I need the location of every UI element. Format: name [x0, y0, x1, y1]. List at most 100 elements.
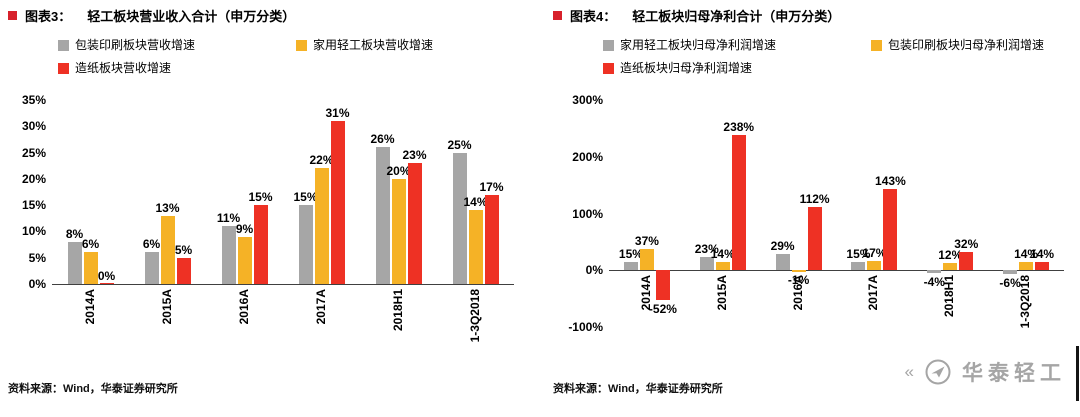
- y-axis-tick-label: 0%: [28, 277, 46, 291]
- y-axis-tick-label: 200%: [572, 149, 603, 164]
- bar-value-label: 31%: [325, 106, 350, 121]
- bar: [298, 205, 313, 284]
- bar: [731, 135, 746, 271]
- bar-value-label: -1%: [787, 272, 810, 287]
- bar-value-label: 6%: [142, 237, 161, 252]
- legend-item: 家用轻工板块营收增速: [296, 38, 433, 52]
- bar: [699, 257, 714, 271]
- bar-value-label: 15%: [248, 190, 273, 205]
- bar: [330, 121, 345, 284]
- x-category-label: 2015A: [714, 275, 729, 311]
- bar: [484, 194, 499, 284]
- bar: [639, 249, 654, 271]
- title-bullet-icon: [553, 11, 562, 20]
- bar: [715, 262, 730, 271]
- bar-value-label: 8%: [65, 226, 84, 241]
- bar-value-label: 20%: [386, 163, 411, 178]
- bar-value-label: 9%: [235, 221, 254, 236]
- bar-value-label: 6%: [81, 237, 100, 252]
- legend-item: 造纸板块归母净利润增速: [603, 61, 871, 75]
- bar-value-label: 14%: [710, 247, 735, 262]
- bar: [253, 205, 268, 284]
- bar-value-label: 37%: [634, 234, 659, 249]
- bar: [1019, 262, 1034, 271]
- panel-title: 图表4： 轻工板块归母净利合计（申万分类）: [553, 6, 840, 25]
- brand-watermark: « 华泰轻工: [905, 357, 1066, 387]
- bar: [407, 163, 422, 284]
- bar-value-label: 25%: [447, 137, 472, 152]
- bar: [468, 210, 483, 284]
- legend-series-label: 家用轻工板块营收增速: [313, 38, 434, 52]
- figure-title: 轻工板块归母净利合计（申万分类）: [632, 9, 841, 24]
- bar: [160, 215, 175, 284]
- bar: [867, 260, 882, 271]
- bar-value-label: 143%: [875, 174, 906, 189]
- bar: [807, 206, 822, 271]
- x-axis-line: [52, 284, 514, 285]
- bar-chart-net-profit: -100% 0% 100% 200% 300% 2014A 15% 37% -52% 2015A 2…: [568, 93, 1064, 334]
- x-category-label: 2017A: [313, 289, 328, 325]
- bar: [144, 252, 159, 284]
- bar-value-label: 5%: [174, 242, 193, 257]
- legend-swatch-icon: [603, 39, 614, 51]
- legend-series-label: 包装印刷板块归母净利润增速: [888, 38, 1045, 52]
- bar: [927, 270, 942, 273]
- bar: [655, 270, 670, 300]
- y-axis-tick-label: 10%: [21, 224, 46, 239]
- bar-chart-revenue: 0% 5% 10% 15% 20% 25% 30% 35% 2014A 8% 6% 0% 2015A 6%…: [22, 93, 514, 342]
- bar-value-label: 14%: [463, 195, 488, 210]
- y-axis-tick-label: 300%: [572, 93, 603, 107]
- bar-value-label: -6%: [999, 275, 1021, 290]
- y-axis-tick-label: 25%: [21, 145, 46, 160]
- y-axis-tick-label: 30%: [21, 119, 46, 134]
- bar: [791, 270, 806, 272]
- watermark-chevrons-decor: «: [904, 362, 914, 381]
- panel-title: 图表3： 轻工板块营业收入合计（申万分类）: [8, 6, 295, 25]
- bar: [67, 241, 82, 284]
- bar-value-label: 23%: [402, 148, 427, 163]
- bar: [221, 226, 236, 284]
- watermark-text: 华泰轻工: [962, 362, 1066, 385]
- legend-swatch-icon: [58, 62, 69, 74]
- legend-swatch-icon: [296, 39, 307, 51]
- bar-value-label: 26%: [370, 132, 395, 147]
- bar: [314, 168, 329, 284]
- y-axis-tick-label: 5%: [28, 250, 46, 265]
- bar: [99, 282, 114, 284]
- y-axis-tick-label: 100%: [572, 206, 603, 221]
- bar-value-label: 22%: [309, 153, 334, 168]
- bar-value-label: 14%: [1030, 247, 1055, 262]
- bar-value-label: 0%: [97, 269, 116, 283]
- legend-swatch-icon: [603, 62, 614, 74]
- figure-label: 图表3：: [25, 9, 72, 24]
- legend-item: 包装印刷板块归母净利润增速: [871, 38, 1044, 52]
- bar-value-label: 17%: [862, 245, 887, 260]
- legend-swatch-icon: [871, 39, 882, 51]
- bar: [375, 147, 390, 284]
- bar: [851, 261, 866, 271]
- chart-panel-revenue: 图表3： 轻工板块营业收入合计（申万分类） 包装印刷板块营收增速 家用轻工板块营收…: [0, 0, 538, 417]
- bar-value-label: 13%: [155, 200, 180, 215]
- bar-value-label: 14%: [1014, 247, 1039, 262]
- bar: [237, 236, 252, 284]
- x-category-label: 2018H1: [390, 289, 405, 332]
- bar: [452, 152, 467, 284]
- x-category-label: 2016A: [236, 289, 251, 325]
- bar-value-label: 11%: [216, 211, 241, 226]
- figure-title: 轻工板块营业收入合计（申万分类）: [87, 9, 296, 24]
- y-axis-tick-label: -100%: [568, 320, 603, 334]
- bar-value-label: 15%: [618, 246, 643, 261]
- bar: [1035, 262, 1050, 271]
- page-edge-mark: [1076, 346, 1079, 401]
- chart-panel-net-profit: 图表4： 轻工板块归母净利合计（申万分类） 家用轻工板块归母净利润增速 包装印刷板…: [545, 0, 1080, 417]
- bar-value-label: -52%: [648, 301, 677, 316]
- legend-series-label: 家用轻工板块归母净利润增速: [620, 38, 777, 52]
- legend-item: 造纸板块营收增速: [58, 61, 296, 75]
- bar-value-label: 112%: [799, 191, 830, 206]
- source-note: 资料来源：Wind，华泰证券研究所: [8, 383, 178, 395]
- bar-value-label: 29%: [770, 238, 795, 253]
- y-axis-tick-label: 20%: [21, 171, 46, 186]
- legend-series-label: 包装印刷板块营收增速: [75, 38, 196, 52]
- y-axis-tick-label: 0%: [585, 263, 603, 278]
